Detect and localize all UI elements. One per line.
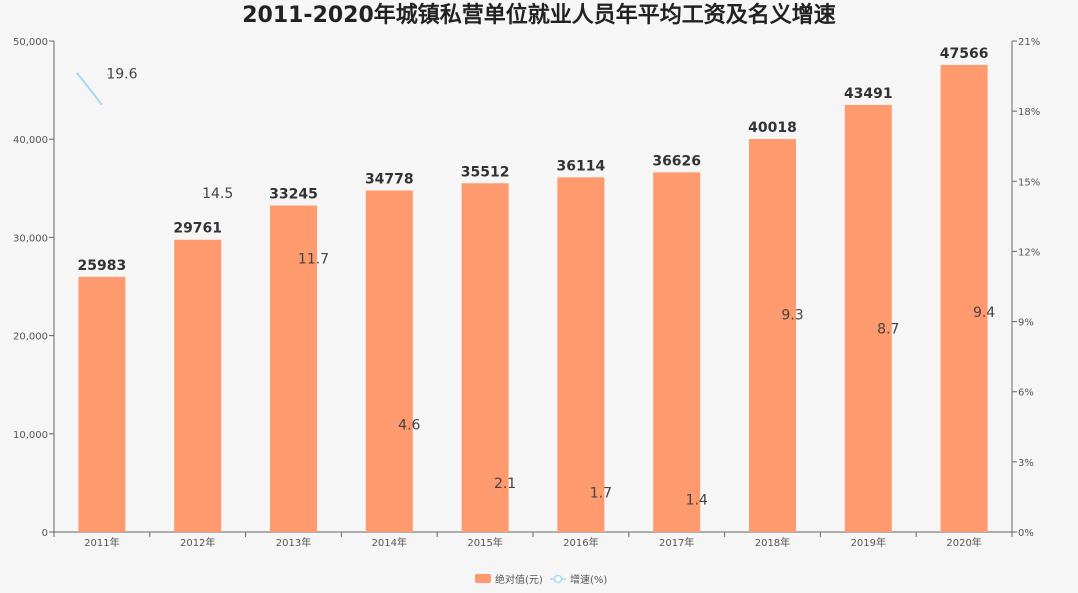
bar-value-label: 33245 (269, 187, 318, 203)
y-left-tick-label: 40,000 (13, 135, 48, 146)
line-value-label: 19.6 (106, 67, 137, 83)
legend-line-marker[interactable] (553, 574, 563, 584)
y-left-tick-label: 50,000 (13, 37, 48, 48)
line-segment (76, 72, 103, 106)
x-tick-label: 2017年 (659, 536, 694, 549)
x-tick-label: 2013年 (276, 536, 311, 549)
x-tick-label: 2016年 (563, 536, 598, 549)
legend-line-label[interactable]: 增速(%) (570, 573, 607, 586)
y-right-tick-label: 9% (1018, 318, 1034, 329)
line-value-label: 1.4 (686, 492, 708, 508)
x-tick-label: 2012年 (180, 536, 215, 549)
line-value-label: 14.5 (202, 186, 233, 202)
line-point[interactable] (586, 492, 588, 495)
bar-value-label: 25983 (78, 258, 127, 274)
line-value-label: 1.7 (590, 485, 612, 501)
data-labels: 25983 29761 33245 34778 35512 36114 36626 40018… (78, 46, 996, 508)
y-left-tick-label: 10,000 (13, 430, 48, 441)
bar[interactable] (365, 190, 413, 532)
line-value-label: 2.1 (494, 476, 516, 492)
line-point[interactable] (107, 73, 109, 76)
y-left-tick-label: 20,000 (13, 332, 48, 343)
legend-bar-label[interactable]: 绝对值(元) (495, 573, 543, 586)
y-right-tick-label: 15% (1018, 177, 1040, 188)
bar-value-label: 47566 (940, 46, 989, 62)
bar-value-label: 35512 (461, 164, 510, 180)
x-tick-label: 2011年 (84, 536, 119, 549)
bar[interactable] (940, 64, 988, 532)
y-left-tick-label: 0 (42, 528, 48, 539)
bar-value-label: 43491 (844, 86, 893, 102)
legend-bar-swatch[interactable] (475, 574, 491, 583)
bar[interactable] (270, 205, 317, 532)
line-point[interactable] (490, 483, 492, 485)
line-point[interactable] (777, 314, 780, 317)
x-tick-label: 2014年 (372, 536, 407, 549)
bar[interactable] (78, 276, 126, 532)
line-value-label: 11.7 (298, 251, 329, 267)
line-point[interactable] (394, 424, 397, 427)
line-point[interactable] (873, 328, 876, 331)
bar-value-label: 40018 (748, 120, 797, 136)
line-value-label: 9.4 (973, 305, 995, 321)
y-right-tick-label: 12% (1018, 247, 1040, 258)
line-point[interactable] (298, 258, 301, 261)
line-series (76, 72, 971, 502)
y-right-tick-label: 6% (1018, 388, 1034, 399)
line-value-label: 8.7 (877, 322, 899, 338)
bar[interactable] (653, 172, 701, 532)
bar-value-label: 36114 (557, 158, 606, 174)
bar-value-label: 36626 (652, 153, 701, 169)
bar[interactable] (461, 183, 509, 532)
bar[interactable] (557, 177, 605, 532)
chart-title: 2011-2020年城镇私营单位就业人员年平均工资及名义增速 (242, 2, 836, 28)
x-tick-label: 2019年 (851, 536, 886, 549)
y-right-tick-label: 21% (1018, 37, 1040, 48)
bar-series (78, 64, 988, 532)
bar-value-label: 29761 (173, 221, 222, 237)
x-tick-label: 2015年 (467, 536, 502, 549)
bar-value-label: 34778 (365, 171, 414, 187)
bar[interactable] (749, 139, 796, 532)
x-tick-label: 2018年 (755, 536, 790, 549)
line-point[interactable] (202, 193, 205, 195)
line-point[interactable] (681, 499, 684, 502)
y-right-tick-label: 3% (1018, 458, 1034, 469)
x-tick-label: 2020年 (946, 536, 981, 549)
y-right-tick-label: 18% (1018, 107, 1040, 118)
line-value-label: 4.6 (398, 417, 420, 433)
line-value-label: 9.3 (781, 308, 803, 324)
y-left-tick-label: 30,000 (13, 233, 48, 244)
bar[interactable] (844, 104, 892, 532)
y-right-tick-label: 0% (1018, 528, 1034, 539)
line-point[interactable] (969, 312, 971, 315)
legend[interactable]: 绝对值(元) 增速(%) (475, 573, 607, 586)
bar[interactable] (174, 239, 222, 532)
